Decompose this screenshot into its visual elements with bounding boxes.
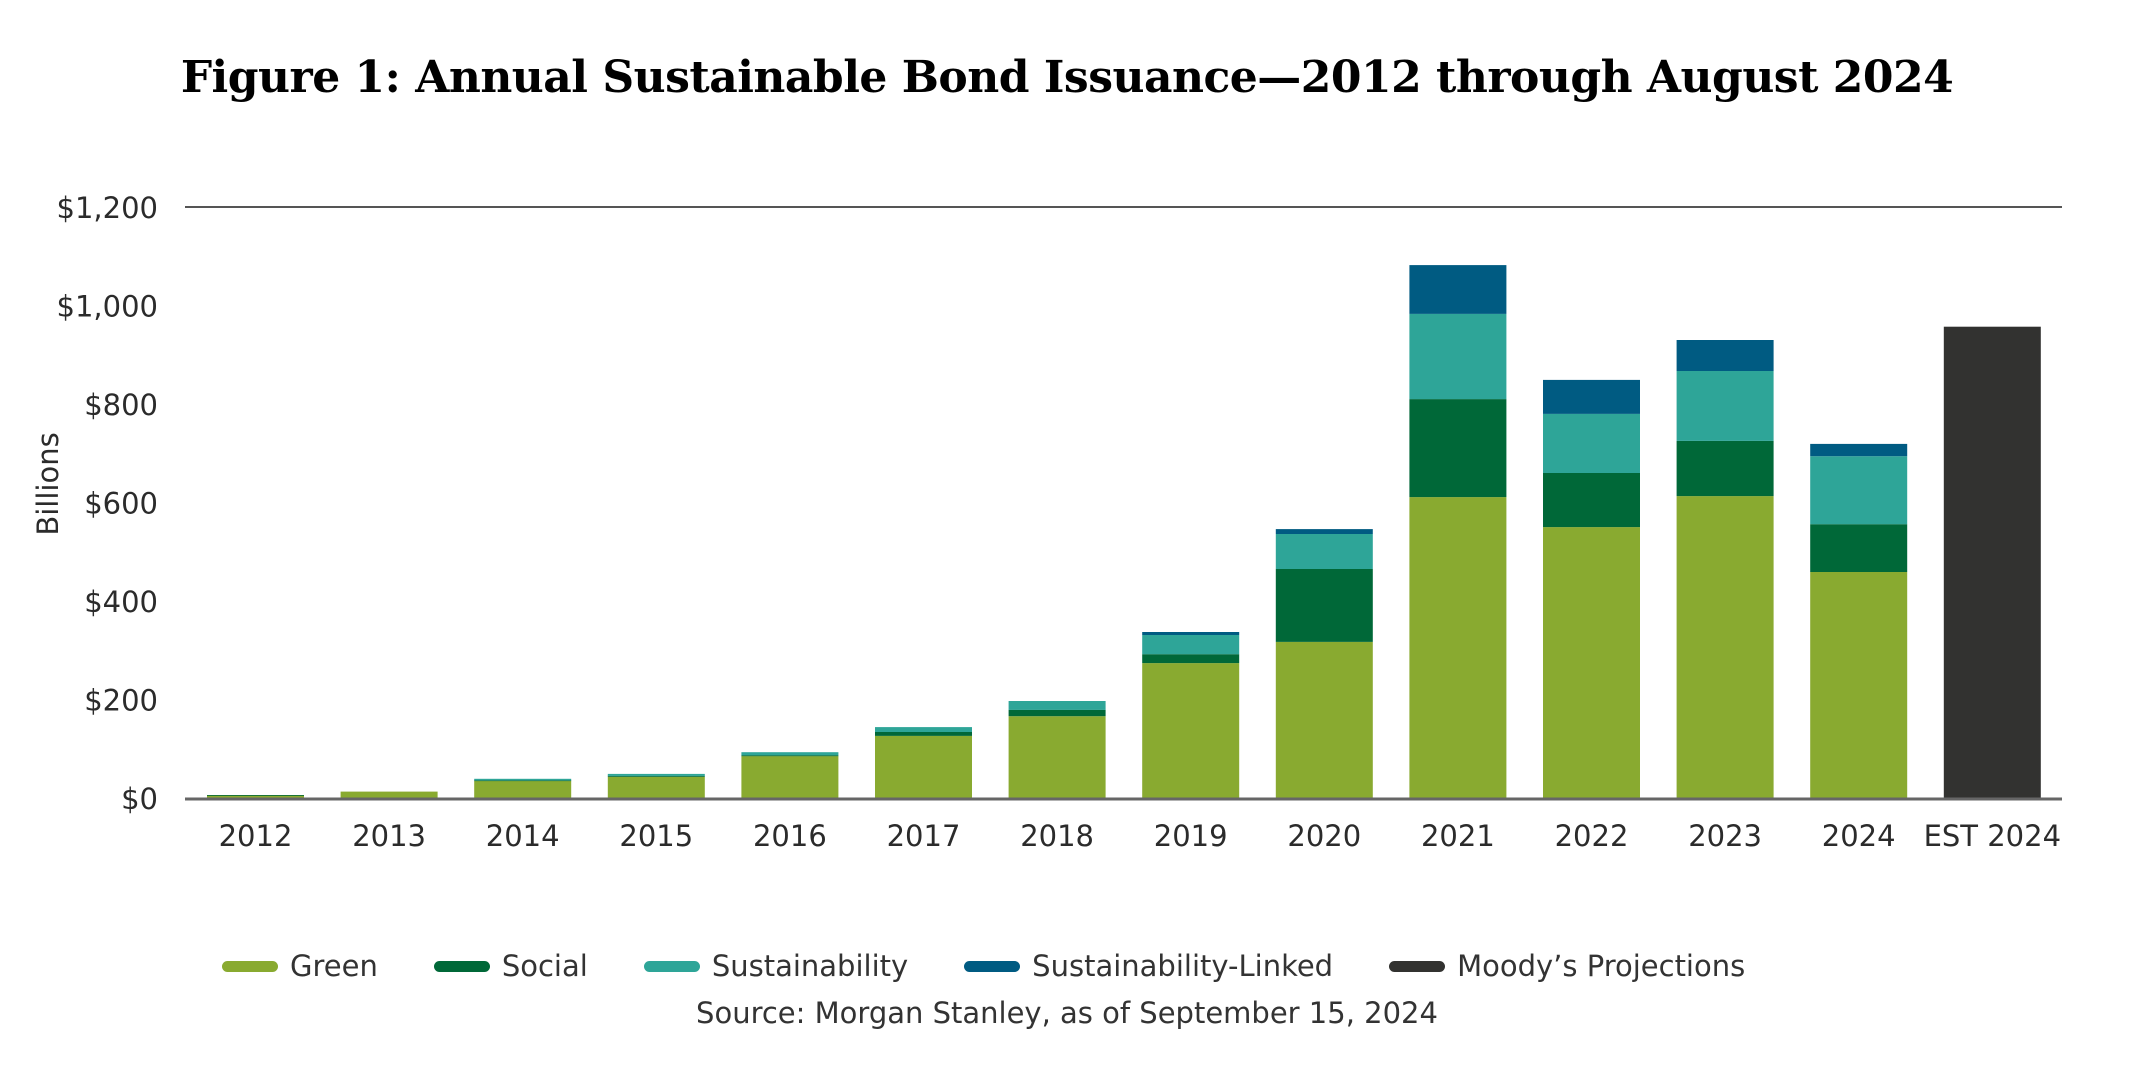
legend-label: Social	[501, 949, 588, 983]
x-tick-label: 2024	[1822, 819, 1896, 853]
source-note: Source: Morgan Stanley, as of September …	[696, 996, 1438, 1030]
x-tick-label: 2022	[1555, 819, 1629, 853]
bar-2018-sustainability	[1008, 701, 1106, 710]
bar-2019-sustainability	[1142, 635, 1240, 655]
bar-2022-social	[1543, 472, 1640, 528]
bar-2022-green	[1543, 527, 1640, 798]
bar-2023-sustainability-linked	[1676, 340, 1774, 371]
bar-2016-sustainability	[741, 752, 839, 756]
legend-label: Moody’s Projections	[1457, 949, 1746, 983]
legend-label: Green	[290, 949, 378, 983]
bar-2023-green	[1676, 496, 1774, 798]
bar-2021-social	[1409, 399, 1507, 498]
x-tick-label: 2015	[619, 819, 693, 853]
x-tick-label: 2020	[1287, 819, 1361, 853]
bar-2018-green	[1008, 716, 1106, 798]
bar-2016-social	[741, 755, 839, 757]
bar-2015-social	[607, 775, 705, 777]
legend-swatch	[643, 960, 700, 972]
y-tick-label: $1,200	[57, 191, 158, 225]
x-tick-label: 2019	[1154, 819, 1228, 853]
bar-2023-social	[1676, 440, 1774, 497]
legend-swatch	[964, 960, 1021, 972]
legend-item-green: Green	[222, 949, 378, 983]
y-axis-title: Billions	[31, 432, 65, 535]
bar-2019-sustainability-linked	[1142, 632, 1240, 635]
x-tick-label: 2017	[887, 819, 961, 853]
bar-2024-social	[1810, 524, 1908, 572]
bar-2012-social	[207, 795, 304, 796]
legend-item-social: Social	[433, 949, 588, 983]
legend-swatch	[433, 960, 490, 972]
y-tick-label: $400	[84, 585, 158, 619]
bar-2017-green	[875, 735, 972, 798]
legend-label: Sustainability	[711, 949, 909, 983]
bar-2021-green	[1409, 497, 1507, 798]
x-tick-label: EST 2024	[1924, 819, 2061, 853]
bar-2013-green	[340, 791, 438, 798]
x-tick-label: 2013	[352, 819, 426, 853]
bar-2012-green	[207, 795, 304, 798]
x-tick-label: 2014	[486, 819, 560, 853]
x-tick-label: 2012	[219, 819, 293, 853]
bar-2017-social	[875, 732, 972, 736]
bar-2014-green	[474, 780, 572, 798]
y-tick-label: $200	[84, 684, 158, 718]
bar-2016-green	[741, 756, 839, 798]
x-axis-ticks: 2012 2013 2014 2015 2016 2017 2018 2019 2020 2021…	[219, 819, 2061, 853]
bar-2021-sustainability	[1409, 313, 1507, 400]
y-tick-label: $600	[84, 487, 158, 521]
bar-2021-sustainability-linked	[1409, 265, 1507, 314]
bar-2014-sustainability	[474, 778, 572, 781]
bar-2014-social	[474, 780, 572, 782]
bar-2024-sustainability	[1810, 456, 1908, 525]
x-tick-label: 2018	[1020, 819, 1094, 853]
bar-2015-sustainability	[607, 773, 705, 776]
bar-2018-social	[1008, 709, 1106, 717]
chart-title: Figure 1: Annual Sustainable Bond Issuan…	[180, 52, 1954, 103]
bar-2020-sustainability	[1275, 534, 1373, 569]
bar-2020-green	[1275, 641, 1373, 798]
legend-item-sustainability-linked: Sustainability-Linked	[964, 949, 1333, 983]
bar-2022-sustainability-linked	[1543, 379, 1640, 414]
bar-est-2024-moody-s-projections	[1943, 326, 2041, 798]
legend-item-sustainability: Sustainability	[643, 949, 909, 983]
bar-2020-sustainability-linked	[1275, 529, 1373, 534]
legend-label: Sustainability-Linked	[1032, 949, 1334, 983]
x-tick-label: 2021	[1421, 819, 1495, 853]
legend-swatch	[222, 960, 278, 972]
bars-group	[207, 265, 2041, 798]
legend: Green Social Sustainability Sustainability-…	[222, 943, 1745, 989]
bar-2024-green	[1810, 571, 1908, 798]
y-tick-label: $0	[121, 782, 158, 816]
bar-2023-sustainability	[1676, 371, 1774, 441]
y-axis-ticks: $0 $200 $400 $600 $800 $1,000 $1,200	[57, 191, 158, 816]
bar-2015-green	[607, 776, 705, 798]
x-tick-label: 2016	[753, 819, 827, 853]
bar-2022-sustainability	[1543, 413, 1640, 473]
y-tick-label: $800	[84, 388, 158, 422]
y-tick-label: $1,000	[57, 290, 158, 324]
bar-2020-social	[1275, 569, 1373, 642]
bar-2019-social	[1142, 654, 1240, 664]
legend-item-moody-s-projections: Moody’s Projections	[1389, 949, 1745, 983]
bar-2024-sustainability-linked	[1810, 443, 1908, 457]
bar-2019-green	[1142, 663, 1240, 798]
bar-2017-sustainability	[875, 727, 972, 732]
x-tick-label: 2023	[1688, 819, 1762, 853]
legend-swatch	[1389, 960, 1446, 972]
